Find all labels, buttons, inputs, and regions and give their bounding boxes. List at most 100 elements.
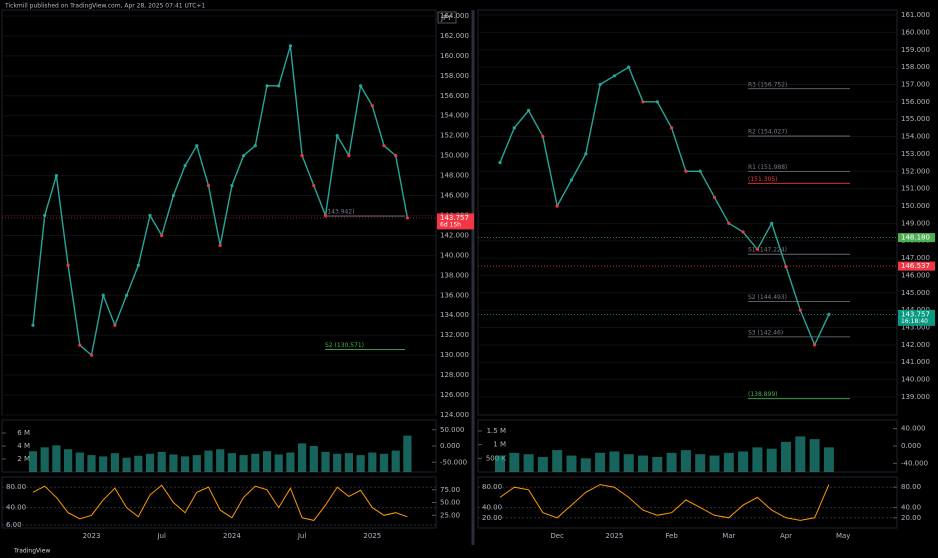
volume-bar (356, 455, 365, 472)
volume-bar (169, 454, 178, 472)
price-point (798, 308, 802, 312)
oscillator-y2-tick-label: 80.00 (901, 483, 921, 491)
pivot-label: R3 (156.752) (748, 81, 787, 88)
volume-bar (523, 454, 534, 472)
oscillator-y2-tick-label: 50.00 (440, 499, 460, 507)
volume-bar (309, 446, 318, 472)
y-tick-label: 150.000 (901, 202, 930, 210)
x-tick-label: 2023 (83, 532, 101, 540)
price-point (136, 263, 140, 267)
pivot-label: R1 (151.988) (748, 164, 787, 171)
price-point (712, 195, 717, 199)
y-tick-label: 164.000 (440, 12, 469, 20)
price-tag (898, 261, 935, 271)
volume-y2-tick-label: 50.000 (440, 426, 465, 434)
price-tag-label: 148.180 (901, 234, 930, 242)
volume-bar (110, 453, 119, 472)
volume-bar (537, 456, 548, 472)
pane-border (477, 476, 898, 529)
y-tick-label: 124.000 (440, 411, 469, 419)
price-point (31, 323, 35, 327)
oscillator-y2-tick-label: 40.00 (901, 504, 921, 512)
price-point (627, 65, 631, 69)
price-point (827, 312, 831, 316)
price-point (394, 154, 398, 158)
price-point (253, 144, 257, 148)
y-tick-label: 136.000 (440, 291, 469, 299)
currency-label: JPY (440, 14, 452, 22)
volume-bar (192, 455, 201, 472)
pivot-label: R2 (154.027) (748, 129, 787, 136)
volume-bar (75, 452, 84, 472)
y-tick-label: 141.000 (901, 358, 930, 366)
volume-bar (286, 452, 295, 472)
price-point (698, 169, 702, 173)
x-tick-label: Dec (550, 532, 564, 540)
volume-bar (99, 456, 108, 472)
volume-bar (333, 453, 342, 472)
price-point (312, 183, 316, 188)
volume-bar (809, 439, 820, 472)
y-tick-label: 146.000 (440, 192, 469, 200)
price-point (741, 230, 745, 234)
pivot-label: S3 (142.46) (748, 329, 783, 336)
volume-bar (403, 435, 412, 472)
oscillator-line (32, 484, 408, 521)
price-point (670, 126, 674, 130)
volume-bar (87, 455, 96, 472)
volume-y-tick-label: 2 M (17, 455, 30, 463)
price-point (195, 144, 199, 148)
volume-bar (723, 452, 734, 472)
header-text: Tickmill published on TradingView.com, A… (4, 3, 205, 10)
volume-bar (580, 458, 591, 472)
volume-y2-tick-label: -40.000 (901, 459, 928, 467)
volume-y2-tick-label: 0.000 (440, 442, 460, 450)
y-tick-label: 147.000 (901, 254, 930, 262)
price-point (569, 178, 574, 182)
price-point (347, 154, 351, 158)
y-tick-label: 150.000 (440, 152, 469, 160)
y-tick-label: 157.000 (901, 80, 930, 88)
x-tick-label: May (836, 532, 850, 540)
volume-bar (709, 455, 720, 472)
volume-bar (251, 453, 260, 472)
price-tag-label: 146.537 (901, 262, 930, 270)
price-point (183, 164, 187, 168)
volume-bar (64, 449, 73, 472)
price-point (527, 108, 531, 113)
y-tick-label: 138.000 (440, 271, 469, 279)
volume-bar (509, 452, 520, 472)
volume-bar (204, 450, 213, 472)
price-point (498, 160, 502, 165)
oscillator-y2-tick-label: 20.00 (901, 514, 921, 522)
volume-bar (738, 451, 749, 472)
volume-bar (379, 453, 389, 472)
oscillator-y-tick-label: 40.00 (6, 504, 26, 512)
price-point (171, 193, 175, 198)
volume-bar (157, 451, 166, 472)
price-tag-countdown: 16:18:40 (901, 318, 928, 325)
price-point (612, 74, 617, 78)
price-point (125, 293, 129, 297)
oscillator-y-tick-label: 40.00 (482, 504, 502, 512)
y-tick-label: 153.000 (901, 150, 930, 158)
price-tag (898, 233, 935, 243)
x-tick-label: Jul (297, 532, 307, 540)
volume-bar (780, 441, 792, 472)
pivot-label: S2 (130.571) (325, 342, 364, 349)
volume-bar (752, 447, 763, 472)
oscillator-y-tick-label: 20.00 (482, 514, 502, 522)
price-tag-label: 143.757 (440, 214, 469, 222)
price-point (148, 213, 152, 218)
y-tick-label: 152.000 (901, 167, 930, 175)
y-tick-label: 158.000 (901, 63, 930, 71)
y-tick-label: 151.000 (901, 185, 930, 193)
volume-bar (652, 456, 663, 472)
pivot-label: S1 (147.224) (748, 247, 787, 254)
price-tag-label: 143.757 (901, 310, 930, 318)
price-point (54, 173, 59, 178)
volume-bar (122, 457, 131, 472)
volume-bar (666, 452, 677, 472)
oscillator-line (499, 484, 830, 521)
